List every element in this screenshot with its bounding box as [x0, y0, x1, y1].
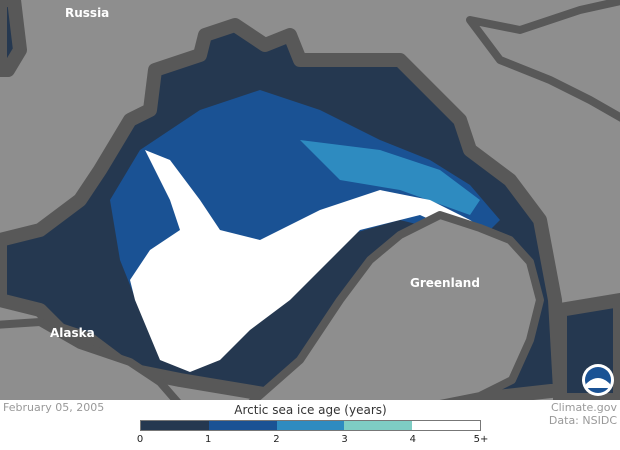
ice-left-edge	[0, 0, 27, 77]
date-label: February 05, 2005	[3, 401, 105, 414]
legend-colorbar	[140, 420, 481, 431]
legend-tick: 4	[409, 434, 416, 445]
legend-tick: 1	[205, 434, 212, 445]
credits: Climate.gov Data: NSIDC	[549, 401, 617, 427]
legend-bin-0	[141, 421, 209, 430]
alaska-land	[0, 318, 181, 400]
legend-tick: 3	[341, 434, 348, 445]
legend-bin-3	[344, 421, 413, 430]
label-alaska: Alaska	[50, 326, 95, 340]
legend-bin-1	[208, 421, 277, 430]
legend-title: Arctic sea ice age (years)	[234, 403, 387, 417]
legend-tick: 0	[136, 434, 144, 445]
legend-bin-2	[276, 421, 345, 430]
sea-ice-map	[0, 0, 620, 400]
ice-multi-year	[130, 150, 500, 372]
credit-site: Climate.gov	[550, 401, 617, 414]
legend-tick: 5+	[473, 434, 489, 445]
legend-bin-4	[412, 421, 480, 430]
greenland-land	[248, 211, 544, 400]
ice-two-three-year	[300, 140, 480, 215]
archipelago-islands	[466, 0, 620, 122]
credit-data: Data: NSIDC	[548, 414, 617, 427]
legend-tick: 2	[273, 434, 280, 445]
label-russia: Russia	[65, 6, 110, 20]
label-greenland: Greenland	[410, 276, 480, 290]
